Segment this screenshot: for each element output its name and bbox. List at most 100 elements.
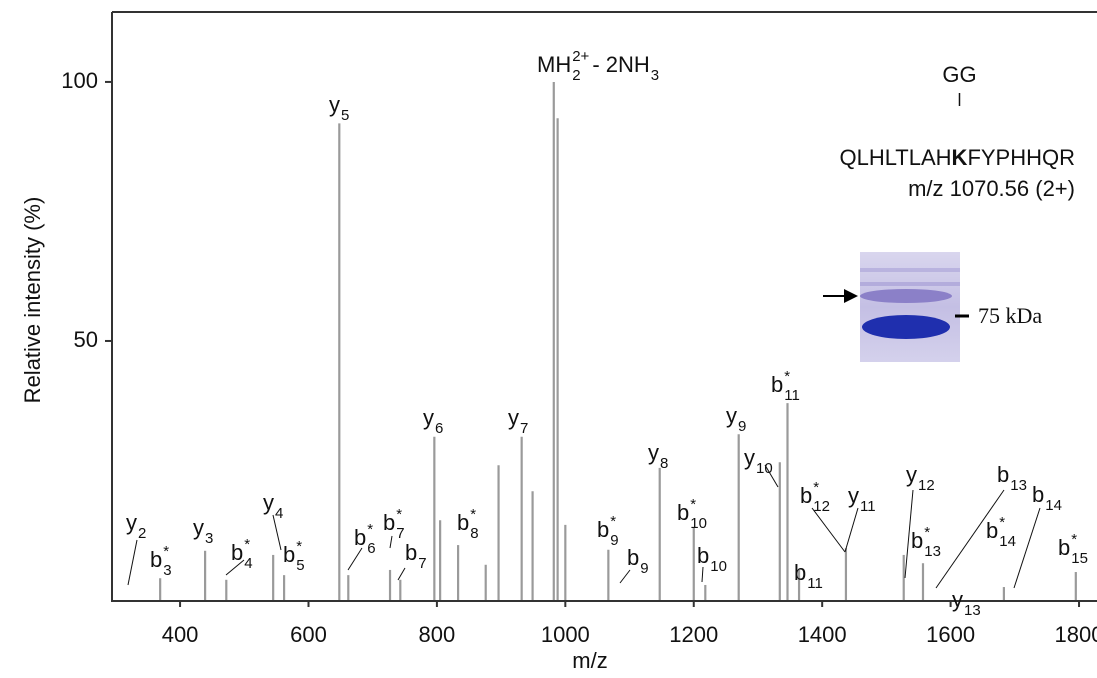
label-sub: 13 [1010,477,1027,494]
leader-line [702,567,703,582]
peak-label: b10* [677,496,707,532]
label-sub: 13 [924,543,941,560]
label-text: b [997,462,1009,487]
x-tick-label: 1400 [798,622,847,647]
sequence-part: QLHLTLAH [839,145,951,170]
label-sub: 5 [341,107,349,124]
precursor: m/z 1070.56 (2+) [908,176,1075,201]
y-tick-label: 50 [74,327,98,352]
x-axis-label: m/z [572,648,607,673]
leader-line [620,570,630,583]
peak-label: y6 [423,405,443,437]
label-sub: 4 [275,505,283,522]
label-text: b [697,543,709,568]
label-sub: 8 [470,525,478,542]
label-sub: 11 [784,387,800,404]
label-sub: 7 [418,555,426,572]
x-tick-label: 1000 [541,622,590,647]
label-tail: - 2NH [592,52,649,77]
label-sub: 13 [964,602,981,619]
label-sub: 10 [710,558,727,575]
label-text: b [677,500,689,525]
peak-label: b6* [348,521,376,570]
label-text: b [794,560,806,585]
label-text: y [906,462,917,487]
peak-label: b9 [620,545,649,583]
gel-band [860,268,960,272]
label-text: b [627,545,639,570]
label-sup: * [784,368,790,385]
peak-label: b7* [383,506,405,548]
label-text: b [1058,535,1070,560]
label-text: b [597,517,609,542]
chart: Relative intensity (%) m/z 75 kDa QLHLTL… [0,0,1097,678]
label-sub: 15 [1071,550,1088,567]
leader-line [1014,508,1040,588]
label-text: b [800,483,812,508]
label-sup: * [296,538,302,555]
label-sup: * [244,536,250,553]
label-sub: 7 [520,420,528,437]
label-text: b [150,547,162,572]
peak-label: b14* [986,514,1016,550]
label-sub: 11 [807,575,823,592]
label-sup: 2+ [572,48,589,65]
label-sup: * [813,479,819,496]
label-sub: 9 [738,418,746,435]
label-sub: 14 [1045,497,1062,514]
leader-line [390,536,392,548]
label-sub: 5 [296,557,304,574]
modification: GG [942,62,976,87]
label-sub: 11 [860,498,876,515]
x-tick-label: 1600 [926,622,975,647]
label-sup: * [367,521,373,538]
label-text: y [193,515,204,540]
gel-band [860,289,952,303]
label-text: y [263,490,274,515]
label-text: b [405,540,417,565]
label-sub: 3 [205,530,213,547]
label-text: y [126,510,137,535]
label-text: MH [537,52,571,77]
modified-residue: K [952,145,968,170]
label-sub: 9 [610,532,618,549]
x-tick-label: 800 [419,622,456,647]
label-sub: 3 [651,67,659,84]
peptide-sequence: QLHLTLAHKFYPHHQR [839,145,1075,170]
label-sub: 14 [999,533,1016,550]
leader-line [128,540,137,585]
label-text: y [648,440,659,465]
label-text: b [283,542,295,567]
arrow-head [844,289,858,303]
label-sup: * [163,543,169,560]
label-text: y [329,92,340,117]
label-sub: 8 [660,455,668,472]
x-tick-label: 600 [290,622,327,647]
leader-line [398,568,405,580]
gel-inset: 75 kDa [823,252,1042,362]
label-sub: 3 [163,562,171,579]
leader-line [845,508,858,552]
leader-line [348,548,362,570]
label-sub: 2 [572,67,580,84]
label-text: b [1032,482,1044,507]
label-sup: * [610,513,616,530]
label-text: y [423,405,434,430]
label-text: b [457,510,469,535]
x-tick-label: 1800 [1055,622,1097,647]
label-text: b [231,540,243,565]
y-axis-label: Relative intensity (%) [20,197,45,404]
